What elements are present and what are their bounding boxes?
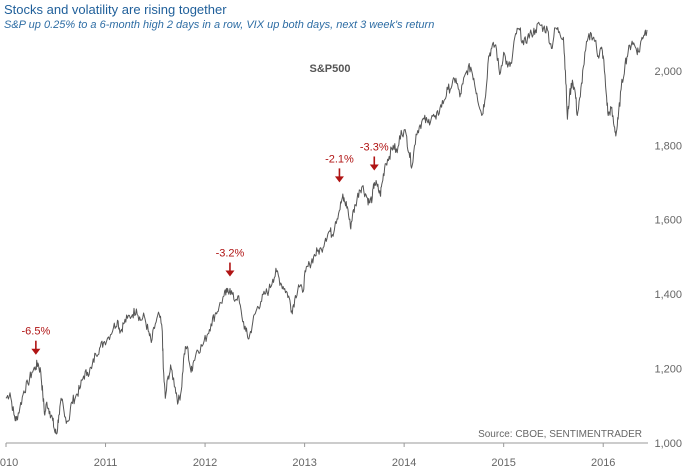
chart-subtitle: S&P up 0.25% to a 6-month high 2 days in… <box>4 19 435 31</box>
x-axis: 2010 2011 2012 2013 2014 2015 2016 <box>0 442 648 469</box>
x-tick-label: 2012 <box>193 457 217 469</box>
y-tick-label: 1,200 <box>654 364 682 376</box>
down-arrow-head <box>225 270 235 277</box>
y-tick-label: 1,000 <box>654 438 682 450</box>
return-annotation: -6.5% <box>21 326 50 355</box>
annotation-label: -2.1% <box>325 153 354 165</box>
annotation-label: -6.5% <box>21 326 50 338</box>
down-arrow-head <box>334 176 344 183</box>
x-tick-label: 2010 <box>0 457 18 469</box>
x-tick-label: 2015 <box>491 457 515 469</box>
y-tick-label: 1,400 <box>654 289 682 301</box>
annotation-label: -3.3% <box>360 141 389 153</box>
chart-title: Stocks and volatility are rising togethe… <box>4 2 227 17</box>
annotation-label: -3.2% <box>216 248 245 260</box>
x-tick-label: 2013 <box>292 457 316 469</box>
x-tick-label: 2011 <box>94 457 118 469</box>
source-note: Source: CBOE, SENTIMENTRADER <box>478 429 642 440</box>
x-tick-label: 2016 <box>591 457 615 469</box>
return-annotation: -3.3% <box>360 141 389 171</box>
y-tick-label: 1,800 <box>654 140 682 152</box>
y-axis: 1,000 1,200 1,400 1,600 1,800 2,000 <box>654 66 682 450</box>
x-tick-label: 2014 <box>392 457 416 469</box>
return-annotation: -2.1% <box>325 153 354 183</box>
annotations: -6.5% -3.2% -2.1% -3.3% <box>21 141 389 355</box>
y-tick-label: 2,000 <box>654 66 682 78</box>
return-annotation: -3.2% <box>216 248 245 277</box>
down-arrow-head <box>31 348 41 355</box>
y-tick-label: 1,600 <box>654 215 682 227</box>
plot-area <box>5 21 648 435</box>
down-arrow-head <box>369 164 379 171</box>
series-label: S&P500 <box>310 63 351 75</box>
sp500-series-line <box>5 21 648 435</box>
